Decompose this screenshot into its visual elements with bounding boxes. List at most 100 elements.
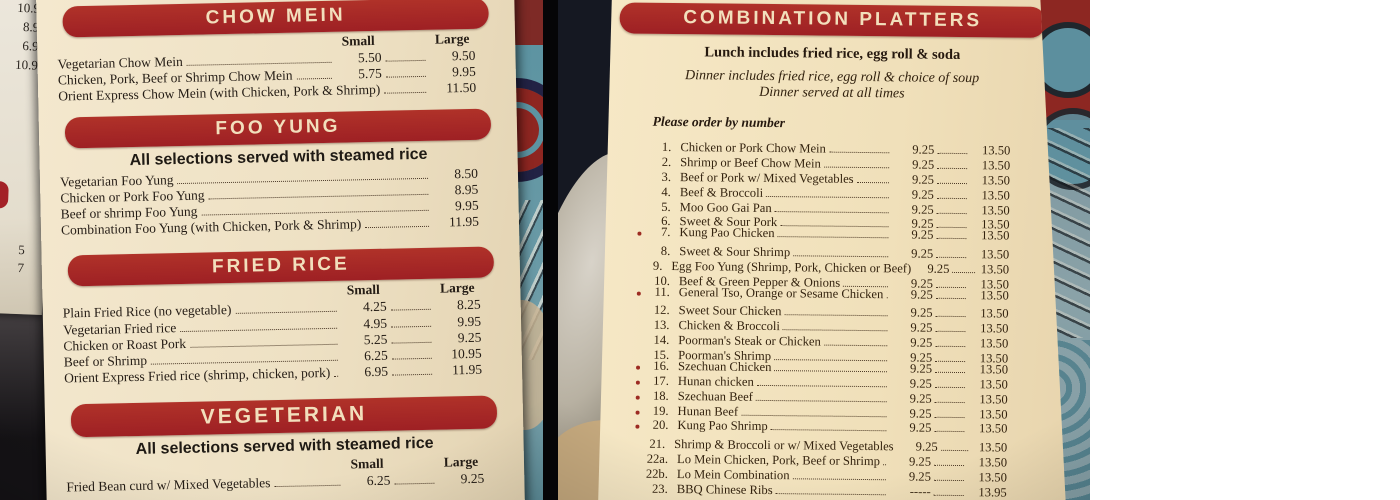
item-price-dinner: 13.50 [980, 288, 1009, 303]
dotted-leader [934, 454, 965, 466]
dotted-leader [770, 419, 887, 432]
dotted-leader [784, 304, 888, 317]
item-price-dinner: 13.50 [980, 306, 1009, 321]
dotted-leader [365, 213, 430, 229]
dotted-leader [296, 66, 332, 80]
item-price-dinner: 13.50 [979, 336, 1009, 351]
column-header-small: Small [341, 32, 375, 49]
dotted-leader [935, 276, 967, 288]
item-price-dinner: 13.50 [981, 173, 1011, 188]
spicy-marker [638, 151, 647, 166]
dotted-leader [882, 454, 887, 466]
column-header-large: Large [439, 280, 475, 296]
dotted-leader [774, 360, 888, 373]
spacer [394, 467, 434, 468]
item-name: Poorman's Steak or Chicken [678, 333, 821, 349]
dotted-leader [391, 329, 432, 344]
item-name: Sweet Sour Chicken [678, 303, 782, 319]
spicy-dot-icon [635, 424, 640, 430]
item-price-large: 8.95 [454, 181, 479, 198]
item-name: Szechuan Beef [677, 388, 754, 404]
dotted-leader [935, 335, 966, 348]
item-price-lunch: 9.25 [910, 320, 933, 336]
spacer [390, 293, 430, 294]
item-price-dinner: 13.50 [981, 228, 1010, 243]
item-price-dinner: 13.50 [978, 440, 1008, 455]
section-item-list: Small Large Fried Bean curd w/ Mixed Veget… [62, 453, 509, 495]
item-price-lunch: 9.25 [912, 142, 935, 157]
item-number: 3. [661, 169, 672, 184]
item-price-lunch: 9.25 [909, 376, 932, 391]
item-name: Lo Mein Combination [676, 466, 790, 482]
item-price-small: 6.25 [366, 472, 391, 489]
dotted-leader [940, 439, 969, 452]
left-menu-page: Pancakes 6 ....... CHOW MEINSmallLargeVe… [36, 0, 525, 500]
partial-glyph: 7 [17, 260, 25, 276]
item-price-lunch: 9.25 [911, 187, 934, 202]
item-price-dinner: 13.50 [978, 469, 1007, 485]
menu-section: FRIED RICE Small Large Plain Fried Rice (no… [58, 246, 507, 386]
item-number: 11. [654, 284, 670, 299]
item-number: 4. [661, 184, 671, 199]
dotted-leader [933, 469, 964, 481]
dotted-leader [766, 185, 889, 198]
item-name: Shrimp or Beef Chow Mein [680, 155, 821, 171]
item-price-dinner: 13.50 [981, 187, 1010, 203]
dotted-leader [390, 297, 431, 311]
dotted-leader [935, 287, 966, 299]
item-price-dinner: 13.50 [979, 406, 1008, 422]
dotted-leader [936, 172, 968, 184]
item-price-small: 4.95 [363, 315, 388, 331]
item-price-dinner: 13.50 [979, 391, 1008, 407]
menu-item-row: 12. Sweet Sour Chicken 9.25 13.50 [637, 299, 1009, 321]
column-header-large: Large [443, 454, 479, 470]
item-price-large: 9.95 [454, 197, 479, 214]
item-price-large: 9.25 [457, 329, 482, 345]
spicy-dot-icon [636, 291, 641, 296]
item-number: 22a. [646, 451, 669, 466]
dotted-leader [385, 64, 426, 78]
item-price-lunch: 9.25 [910, 305, 933, 321]
dotted-leader [936, 217, 967, 229]
dotted-leader [935, 306, 966, 318]
spicy-marker [635, 463, 644, 478]
dotted-leader [934, 376, 965, 388]
dotted-leader [823, 334, 888, 347]
item-price-dinner: 13.50 [981, 202, 1010, 218]
spicy-marker [637, 299, 646, 314]
item-name: Moo Goo Gai Pan [679, 199, 772, 215]
banner-fragment [0, 180, 9, 209]
item-number: 1. [661, 140, 672, 155]
item-name: Kung Pao Shrimp [677, 418, 768, 434]
dotted-leader [936, 246, 967, 259]
spicy-marker [635, 477, 644, 492]
item-number: 9. [652, 258, 663, 273]
item-number: 19. [652, 403, 669, 418]
item-price-dinner: 13.50 [981, 158, 1011, 173]
item-price-small: 6.25 [363, 347, 388, 364]
lunch-note: Lunch includes fried rice, egg roll & so… [704, 44, 961, 64]
item-name: Kung Pao Chicken [679, 225, 775, 241]
dotted-leader [937, 157, 968, 170]
item-price-small: 6.95 [364, 363, 389, 380]
item-price-dinner: 13.50 [979, 377, 1008, 392]
spicy-dot-icon [635, 380, 640, 385]
clipped-top-line: Extra soy, duck or Mustard (6) .........… [610, 0, 1056, 1]
dotted-leader [756, 374, 887, 388]
item-number: 14. [653, 332, 670, 348]
column-header-large: Large [434, 30, 470, 47]
dotted-leader [936, 187, 967, 199]
item-price-dinner: 13.50 [979, 421, 1008, 436]
right-menu-page: Extra soy, duck or Mustard (6) .........… [598, 0, 1066, 500]
dotted-leader [793, 245, 889, 258]
dotted-leader [856, 171, 890, 184]
dotted-leader [782, 319, 888, 332]
item-price-small: 4.25 [362, 299, 387, 315]
section-banner-combination-platters: COMBINATION PLATTERS [619, 2, 1046, 38]
spicy-marker [635, 448, 644, 463]
item-price-dinner: 13.50 [978, 455, 1008, 470]
spicy-marker [637, 270, 646, 285]
spicy-marker [636, 344, 645, 359]
item-price-dinner: 13.50 [979, 362, 1009, 377]
